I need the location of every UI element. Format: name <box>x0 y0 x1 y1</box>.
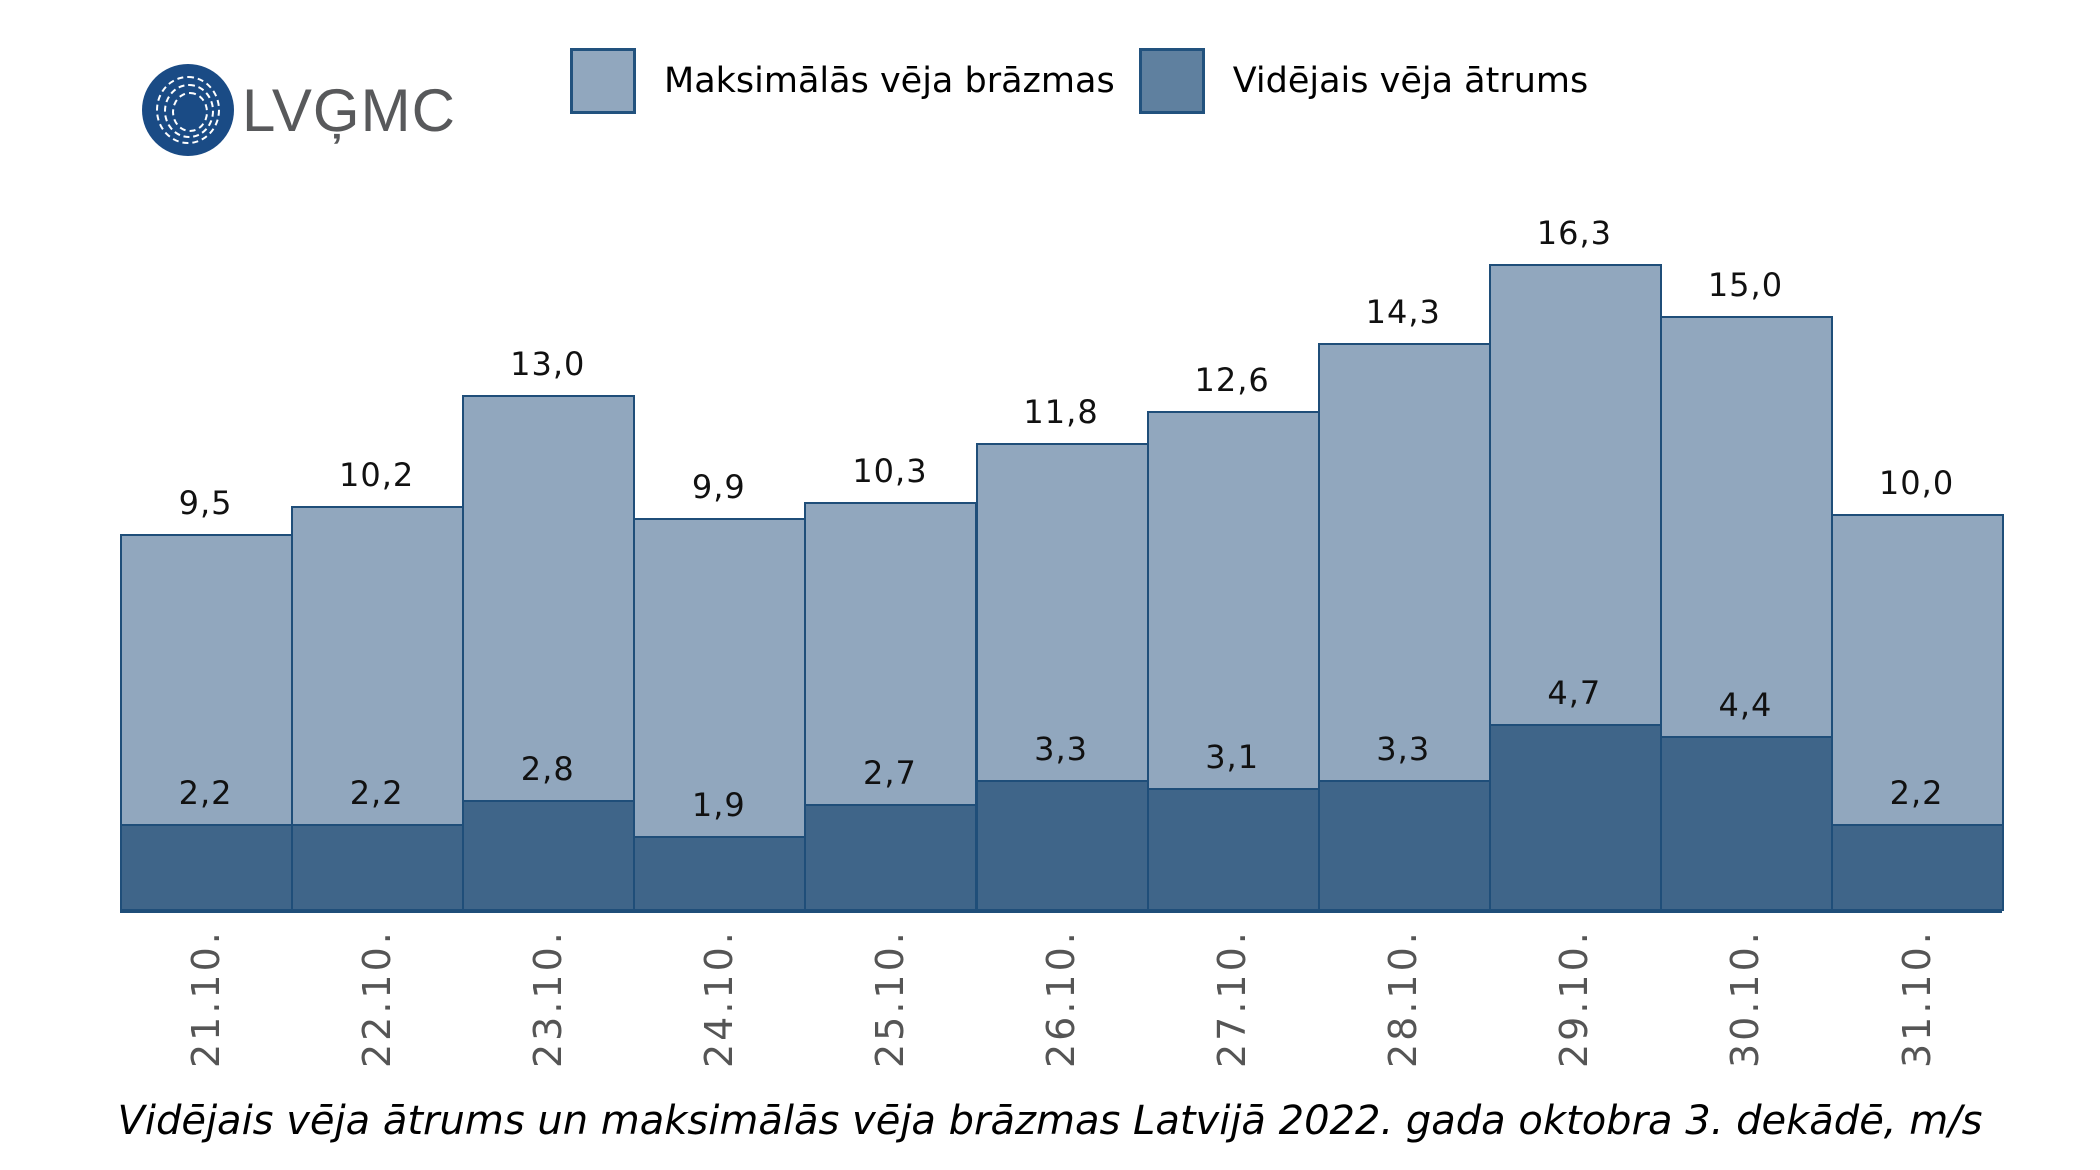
value-label-max: 9,9 <box>691 467 746 506</box>
lvgmc-logo: LVĢMC <box>142 64 456 156</box>
value-label-max: 15,0 <box>1707 265 1784 304</box>
value-label-max: 10,3 <box>852 452 928 491</box>
bar-avg-speed <box>1317 779 1491 911</box>
value-label-avg: 2,2 <box>1889 773 1944 812</box>
value-label-avg: 1,9 <box>691 785 746 824</box>
x-tick-label: 30.10. <box>1723 929 1768 1068</box>
value-label-avg: 2,2 <box>178 773 233 812</box>
chart-caption: Vidējais vēja ātrums un maksimālās vēja … <box>117 1098 1983 1144</box>
x-tick-label: 24.10. <box>696 929 741 1068</box>
value-label-avg: 2,2 <box>349 773 404 812</box>
value-label-max: 10,2 <box>339 456 415 495</box>
bar-avg-speed <box>1488 724 1662 911</box>
value-label-max: 11,8 <box>1023 392 1099 431</box>
x-tick-label: 29.10. <box>1552 929 1597 1068</box>
legend-label-max: Maksimālās vēja brāzmas <box>664 61 1115 101</box>
value-label-avg: 3,3 <box>1034 729 1088 768</box>
logo-text: LVĢMC <box>242 76 456 144</box>
value-label-max: 13,0 <box>510 344 586 383</box>
value-label-avg: 3,1 <box>1205 737 1260 776</box>
x-tick-label: 21.10. <box>183 929 228 1068</box>
x-axis-line <box>120 910 2002 913</box>
legend-swatch-max <box>570 48 636 114</box>
value-label-max: 10,0 <box>1878 464 1955 502</box>
legend-label-avg: Vidējais vēja ātrums <box>1232 61 1589 101</box>
bar-avg-speed <box>804 803 978 911</box>
legend-item-max-gusts: Maksimālās vēja brāzmas <box>570 48 1115 114</box>
value-label-avg: 3,3 <box>1376 729 1431 768</box>
x-tick-label: 26.10. <box>1039 929 1084 1068</box>
bar-avg-speed <box>633 835 807 911</box>
bar-avg-speed <box>1146 787 1320 911</box>
legend: Maksimālās vēja brāzmas Vidējais vēja āt… <box>570 48 1612 114</box>
logo-emblem-icon <box>142 64 234 156</box>
x-tick-label: 31.10. <box>1894 929 1939 1068</box>
legend-item-avg-speed: Vidējais vēja ātrums <box>1138 48 1589 114</box>
bar-avg-speed <box>1831 823 2005 911</box>
x-tick-label: 27.10. <box>1210 929 1255 1068</box>
x-tick-label: 28.10. <box>1381 929 1426 1068</box>
bar-avg-speed <box>975 779 1149 911</box>
bar-avg-speed <box>462 799 636 911</box>
x-tick-label: 22.10. <box>354 929 399 1068</box>
value-label-max: 12,6 <box>1194 360 1270 399</box>
value-label-max: 16,3 <box>1536 213 1612 252</box>
value-label-avg: 2,8 <box>520 749 575 788</box>
bar-avg-speed <box>291 823 465 911</box>
value-label-avg: 2,7 <box>862 753 917 792</box>
value-label-avg: 4,7 <box>1547 674 1602 713</box>
bar-avg-speed <box>120 823 294 911</box>
value-label-max: 14,3 <box>1365 293 1441 332</box>
x-tick-label: 25.10. <box>867 929 912 1068</box>
x-tick-label: 23.10. <box>525 929 570 1068</box>
value-label-avg: 4,4 <box>1718 686 1773 725</box>
legend-swatch-avg <box>1138 48 1205 114</box>
value-label-max: 9,5 <box>178 483 233 522</box>
bar-avg-speed <box>1659 736 1833 911</box>
